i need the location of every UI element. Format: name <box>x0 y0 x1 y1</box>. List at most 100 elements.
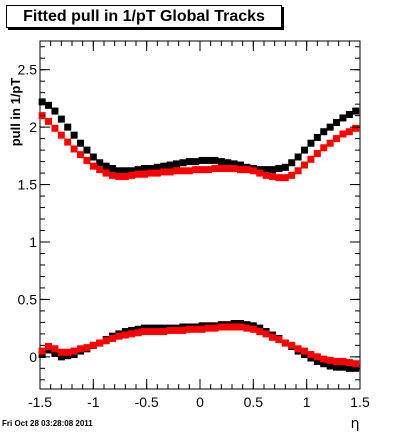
y-tick-label: 0 <box>29 349 37 365</box>
data-point-series-1 <box>307 155 315 163</box>
data-point-series-1 <box>269 173 277 181</box>
data-point-series-0 <box>89 153 97 161</box>
data-point-series-0 <box>115 167 123 175</box>
data-point-series-2 <box>320 360 328 368</box>
plot-frame <box>39 40 361 390</box>
data-point-series-1 <box>230 164 238 172</box>
data-point-series-0 <box>64 123 72 131</box>
data-point-series-0 <box>134 166 142 174</box>
data-point-series-0 <box>237 161 245 169</box>
data-point-series-3 <box>211 324 219 332</box>
data-point-series-1 <box>345 128 353 136</box>
data-point-series-1 <box>102 169 110 177</box>
data-point-series-0 <box>102 162 110 170</box>
data-point-series-3 <box>96 339 104 347</box>
data-point-series-3 <box>45 343 53 351</box>
data-point-series-1 <box>77 151 85 159</box>
data-point-series-0 <box>198 156 206 164</box>
data-point-series-0 <box>192 158 200 166</box>
data-point-series-0 <box>173 160 181 168</box>
data-point-series-1 <box>173 167 181 175</box>
data-point-series-3 <box>256 328 264 336</box>
data-point-series-0 <box>313 133 321 141</box>
data-point-series-1 <box>185 167 193 175</box>
x-tick-label: 0 <box>196 394 204 410</box>
data-point-series-1 <box>160 168 168 176</box>
y-tick-label: 1 <box>29 234 37 250</box>
data-point-series-3 <box>352 360 360 368</box>
data-point-series-1 <box>147 169 155 177</box>
data-point-series-0 <box>281 163 289 171</box>
data-point-series-2 <box>51 349 59 357</box>
data-point-series-1 <box>83 156 91 164</box>
data-point-series-3 <box>281 339 289 347</box>
data-point-series-0 <box>77 139 85 147</box>
data-point-series-3 <box>243 324 251 332</box>
data-point-series-3 <box>121 331 129 339</box>
data-point-series-1 <box>64 138 72 146</box>
data-point-series-1 <box>281 174 289 182</box>
data-point-series-1 <box>339 130 347 138</box>
data-point-series-0 <box>57 115 65 123</box>
data-point-series-3 <box>179 326 187 334</box>
x-axis-title: η <box>351 416 360 432</box>
data-point-series-1 <box>141 170 149 178</box>
data-point-series-1 <box>294 167 302 175</box>
data-point-series-1 <box>205 166 213 174</box>
data-point-series-3 <box>57 348 65 356</box>
x-tick-label: 1.5 <box>350 394 370 410</box>
data-point-series-3 <box>51 345 59 353</box>
data-point-series-0 <box>160 162 168 170</box>
data-point-series-1 <box>51 124 59 132</box>
data-point-series-0 <box>38 98 46 106</box>
data-point-series-1 <box>179 167 187 175</box>
data-point-series-0 <box>333 119 341 127</box>
data-point-series-3 <box>320 355 328 363</box>
data-point-series-1 <box>333 135 341 143</box>
data-point-series-0 <box>166 161 174 169</box>
data-point-series-3 <box>102 337 110 345</box>
y-tick-label: 1.5 <box>18 177 38 193</box>
data-point-series-3 <box>224 323 232 331</box>
data-point-series-1 <box>237 166 245 174</box>
data-point-series-3 <box>147 328 155 336</box>
data-point-series-0 <box>51 107 59 115</box>
data-point-series-0 <box>339 114 347 122</box>
data-point-series-0 <box>45 101 53 109</box>
data-point-series-2 <box>345 364 353 372</box>
data-point-series-1 <box>288 171 296 179</box>
data-point-series-1 <box>198 166 206 174</box>
data-point-series-3 <box>345 359 353 367</box>
data-point-series-3 <box>333 357 341 365</box>
data-point-series-1 <box>275 174 283 182</box>
data-point-series-1 <box>115 173 123 181</box>
data-point-series-0 <box>345 111 353 119</box>
data-point-series-2 <box>57 353 65 361</box>
data-point-series-0 <box>262 166 270 174</box>
data-point-series-1 <box>249 167 257 175</box>
data-point-series-0 <box>83 146 91 154</box>
data-point-series-3 <box>185 325 193 333</box>
data-point-series-3 <box>141 328 149 336</box>
data-point-series-0 <box>185 158 193 166</box>
x-tick-label: 0.5 <box>244 394 264 410</box>
data-point-series-3 <box>128 330 136 338</box>
data-point-series-3 <box>205 324 213 332</box>
data-point-series-0 <box>301 146 309 154</box>
chart-title: Fitted pull in 1/pT Global Tracks <box>6 5 282 28</box>
data-point-series-0 <box>224 159 232 167</box>
data-point-series-3 <box>173 326 181 334</box>
data-point-series-3 <box>109 334 117 342</box>
y-tick-label: 2 <box>29 119 37 135</box>
data-point-series-2 <box>339 363 347 371</box>
data-point-series-2 <box>333 363 341 371</box>
data-point-series-1 <box>96 166 104 174</box>
data-point-series-3 <box>275 336 283 344</box>
x-tick-label: 1 <box>303 394 311 410</box>
data-point-series-1 <box>326 139 334 147</box>
data-point-series-3 <box>249 325 257 333</box>
data-point-series-1 <box>313 150 321 158</box>
data-point-series-3 <box>262 330 270 338</box>
data-point-series-1 <box>217 164 225 172</box>
data-point-series-0 <box>128 167 136 175</box>
